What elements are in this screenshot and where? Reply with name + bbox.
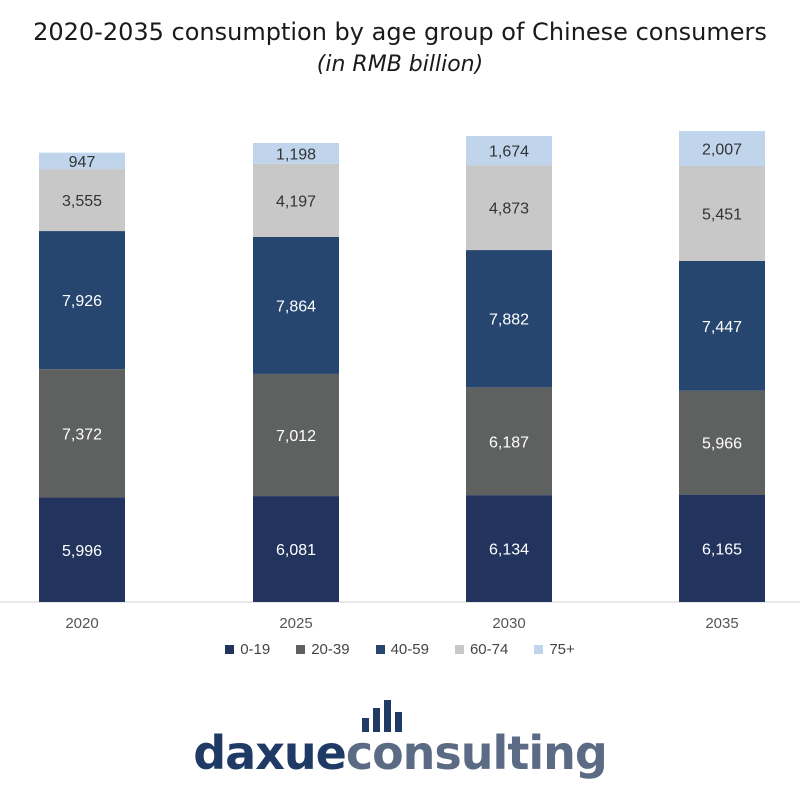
bar-segment-2025-75+: [253, 142, 339, 164]
legend-swatch: [296, 645, 306, 654]
data-label-2025-60-74: 4,197: [276, 193, 316, 210]
bar-segment-2020-20-39: [39, 369, 125, 498]
legend-item-0-19: 0-19: [225, 641, 270, 658]
x-tick-label-2025: 2025: [279, 615, 312, 632]
company-logo: daxueconsulting: [0, 700, 800, 780]
bar-segment-2030-40-59: [466, 250, 552, 388]
legend-label: 40-59: [390, 641, 429, 658]
data-label-2025-40-59: 7,864: [276, 298, 316, 315]
x-tick-label-2030: 2030: [492, 615, 525, 632]
x-tick-label-2035: 2035: [705, 615, 738, 632]
bar-segment-2035-60-74: [679, 165, 765, 261]
logo-text-part1: daxue: [193, 726, 347, 780]
legend-item-40-59: 40-59: [375, 641, 429, 658]
bar-segment-2035-75+: [679, 131, 765, 166]
legend-label: 20-39: [311, 641, 350, 658]
legend-item-60-74: 60-74: [454, 641, 509, 658]
legend-label: 75+: [549, 641, 575, 658]
data-label-2035-75+: 2,007: [702, 142, 742, 159]
stacked-bar-chart: 5,996 7,372 7,926 3,555 947 2020 6,081 7,012 7,8…: [0, 131, 800, 632]
data-label-2035-60-74: 5,451: [702, 206, 742, 223]
legend-item-75+: 75+: [534, 641, 575, 658]
legend-label: 60-74: [469, 641, 509, 658]
data-label-2035-40-59: 7,447: [702, 319, 742, 336]
chart-subtitle: (in RMB billion): [316, 52, 484, 77]
legend-swatch: [375, 645, 385, 654]
data-label-2025-0-19: 6,081: [276, 542, 316, 559]
bar-segment-2020-60-74: [39, 169, 125, 232]
data-label-2030-40-59: 7,882: [489, 312, 529, 329]
legend-swatch: [454, 645, 464, 654]
bar-segment-2020-75+: [39, 152, 125, 170]
data-label-2030-20-39: 6,187: [489, 434, 529, 451]
data-label-2030-75+: 1,674: [489, 144, 529, 161]
data-label-2025-75+: 1,198: [276, 146, 316, 163]
bar-segment-2035-0-19: [679, 494, 765, 602]
bar-chart-icon: [360, 700, 410, 732]
bar-segment-2030-60-74: [466, 165, 552, 251]
data-label-2020-75+: 947: [69, 154, 96, 171]
legend-label: 0-19: [240, 641, 271, 658]
bar-segment-2025-0-19: [253, 496, 339, 602]
legend-swatch: [225, 645, 235, 654]
x-tick-label-2020: 2020: [65, 615, 98, 632]
data-label-2020-60-74: 3,555: [62, 193, 102, 210]
bar-segment-2035-20-39: [679, 390, 765, 495]
bar-segment-2020-40-59: [39, 231, 125, 370]
bar-segment-2025-20-39: [253, 373, 339, 497]
bar-segment-2035-40-59: [679, 260, 765, 391]
bar-segment-2025-60-74: [253, 163, 339, 237]
chart-title: 2020-2035 consumption by age group of Ch…: [33, 18, 767, 46]
data-label-2020-40-59: 7,926: [62, 293, 102, 310]
legend-swatch: [534, 645, 544, 654]
bar-segment-2030-0-19: [466, 495, 552, 602]
chart-legend: 0-19 20-39 40-59 60-74 75+: [0, 641, 800, 658]
bar-segment-2030-20-39: [466, 387, 552, 496]
bar-segment-2030-75+: [466, 136, 552, 166]
data-label-2035-20-39: 5,966: [702, 436, 742, 453]
data-label-2020-0-19: 5,996: [62, 543, 102, 560]
data-label-2025-20-39: 7,012: [276, 428, 316, 445]
data-label-2035-0-19: 6,165: [702, 541, 742, 558]
data-label-2020-20-39: 7,372: [62, 426, 102, 443]
legend-item-20-39: 20-39: [296, 641, 350, 658]
bar-segment-2020-0-19: [39, 497, 125, 602]
data-label-2030-60-74: 4,873: [489, 201, 529, 218]
bar-segment-2025-40-59: [253, 236, 339, 374]
data-label-2030-0-19: 6,134: [489, 542, 529, 559]
logo-text-part2: consulting: [345, 726, 608, 780]
logo-text: daxueconsulting: [0, 726, 800, 780]
